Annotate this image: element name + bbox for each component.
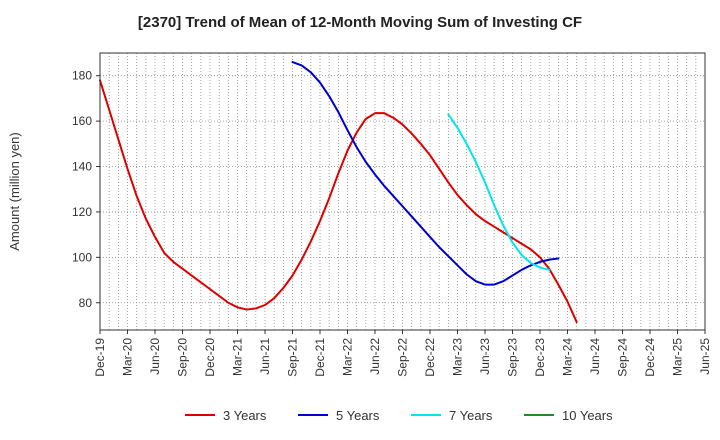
x-tick-label: Mar-21 [231, 338, 245, 376]
series-line-7-years [447, 113, 551, 271]
y-tick-label: 140 [72, 160, 92, 174]
series-line-5-years [291, 61, 560, 286]
x-tick-label: Sep-20 [176, 338, 190, 377]
grid-lines [100, 53, 705, 330]
x-tick-label: Dec-23 [533, 338, 547, 377]
x-tick-label: Sep-21 [286, 338, 300, 377]
x-tick-label: Jun-24 [588, 338, 602, 375]
x-tick-label: Mar-22 [341, 338, 355, 376]
x-tick-label: Mar-25 [671, 338, 685, 376]
x-tick-label: Dec-24 [643, 338, 657, 377]
x-tick-label: Jun-20 [148, 338, 162, 375]
x-tick-label: Dec-19 [93, 338, 107, 377]
y-tick-label: 80 [79, 296, 93, 310]
y-tick-label: 100 [72, 250, 92, 264]
x-tick-label: Dec-20 [203, 338, 217, 377]
y-axis-label: Amount (million yen) [7, 132, 22, 251]
x-tick-label: Sep-24 [616, 338, 630, 377]
x-tick-label: Dec-22 [423, 338, 437, 377]
x-tick-label: Jun-23 [478, 338, 492, 375]
x-tick-label: Mar-23 [451, 338, 465, 376]
y-axis-ticks: 80 100 120 140 160 180 [72, 69, 100, 310]
x-tick-label: Mar-24 [561, 338, 575, 376]
series-line-3-years [99, 79, 578, 324]
y-tick-label: 120 [72, 205, 92, 219]
x-tick-label: Dec-21 [313, 338, 327, 377]
chart-title: [2370] Trend of Mean of 12-Month Moving … [137, 14, 583, 31]
legend-label: 10 Years [562, 408, 613, 423]
x-tick-label: Jun-21 [258, 338, 272, 375]
x-tick-label: Sep-22 [396, 338, 410, 377]
legend-label: 5 Years [336, 408, 380, 423]
x-tick-label: Jun-22 [368, 338, 382, 375]
x-tick-label: Mar-20 [121, 338, 135, 376]
y-tick-label: 180 [72, 69, 92, 83]
legend-label: 3 Years [223, 408, 267, 423]
x-tick-label: Sep-23 [506, 338, 520, 377]
x-tick-label: Jun-25 [698, 338, 712, 375]
y-tick-label: 160 [72, 114, 92, 128]
legend-label: 7 Years [449, 408, 493, 423]
series-lines [99, 61, 578, 324]
x-axis-ticks: Dec-19 Mar-20 Jun-20 Sep-20 Dec-20 Mar-21 Jun-… [93, 330, 712, 377]
legend: 3 Years 5 Years 7 Years 10 Years [185, 408, 613, 423]
